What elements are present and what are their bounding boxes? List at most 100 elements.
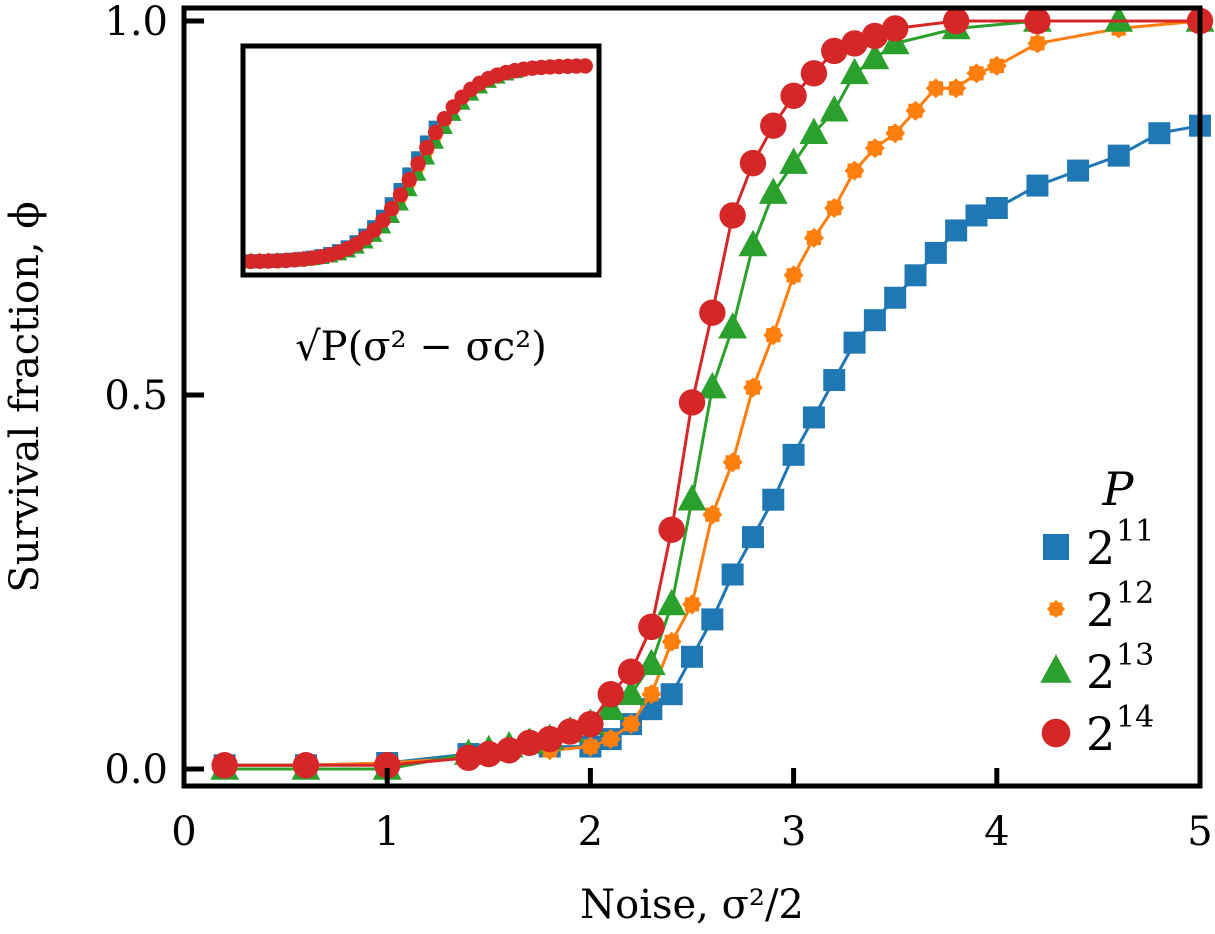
data-point [945, 219, 968, 242]
data-point [760, 112, 787, 139]
data-point [884, 286, 907, 309]
data-point [374, 752, 401, 779]
data-point [799, 117, 829, 144]
data-point [600, 729, 621, 750]
x-tick-label: 4 [984, 809, 1009, 855]
data-point [702, 504, 723, 525]
data-point [743, 377, 763, 398]
data-point [861, 22, 889, 50]
data-point [819, 95, 849, 122]
data-point [925, 78, 946, 99]
data-point [986, 55, 1007, 76]
data-point [905, 100, 926, 121]
data-point [636, 648, 666, 676]
x-axis-label: Noise, σ²/2 [580, 882, 804, 928]
legend-exponent: 14 [1116, 700, 1154, 735]
y-tick-label: 0.0 [104, 747, 168, 793]
y-tick-label: 1.0 [104, 0, 168, 45]
data-point [617, 658, 645, 685]
x-tick-label: 1 [374, 809, 399, 855]
inset-series-2-14 [243, 58, 593, 270]
x-tick-label: 0 [171, 809, 196, 855]
data-point [946, 78, 967, 99]
data-point [864, 138, 885, 159]
data-point [800, 60, 828, 87]
data-point [885, 123, 906, 144]
inset-point [436, 111, 453, 127]
inset-point [375, 212, 391, 229]
data-point [844, 160, 865, 181]
x-tick-label: 2 [578, 809, 603, 855]
legend-base: 2 [1086, 707, 1115, 761]
data-point [495, 737, 523, 764]
data-point [904, 264, 927, 287]
data-point [924, 241, 947, 264]
data-point [1027, 33, 1048, 54]
legend-exponent: 13 [1116, 638, 1154, 673]
data-point [577, 710, 604, 738]
data-point [211, 752, 238, 779]
legend: P2 112 122 132 14 [1040, 462, 1154, 761]
data-point [475, 740, 502, 768]
data-point [661, 631, 682, 652]
data-point [985, 197, 1008, 219]
data-point [682, 594, 702, 615]
inset-point [445, 99, 461, 115]
data-point [699, 299, 726, 326]
inset-point [419, 139, 435, 156]
legend-base: 2 [1086, 521, 1115, 575]
data-point [516, 729, 543, 757]
data-point [678, 389, 706, 416]
data-point [863, 309, 886, 332]
data-point [657, 588, 687, 616]
data-point [738, 229, 768, 257]
data-point [1026, 174, 1049, 197]
data-point [841, 30, 868, 57]
data-point [536, 725, 563, 753]
inset-frame [240, 43, 602, 278]
legend-entry: 2 13 [1040, 638, 1154, 699]
tick-layer: 0 1 2 3 4 50.00.51.0 [104, 0, 1212, 855]
x-tick-label: 5 [1187, 809, 1212, 855]
data-point [843, 331, 866, 354]
data-point [719, 202, 746, 229]
legend-base: 2 [1086, 645, 1115, 699]
data-point [1024, 7, 1051, 35]
data-point [638, 613, 665, 641]
data-point [840, 57, 869, 85]
data-point [681, 645, 703, 668]
legend-marker [1041, 718, 1071, 748]
data-point [556, 718, 584, 745]
data-point [721, 563, 744, 586]
legend-entry: 2 14 [1041, 700, 1154, 761]
data-point [821, 37, 848, 65]
legend-exponent: 11 [1116, 514, 1154, 549]
data-point [621, 714, 641, 735]
data-point [882, 15, 909, 42]
inset-point [366, 222, 382, 238]
legend-entry: 2 11 [1043, 514, 1154, 575]
inset-point [383, 200, 400, 217]
legend-exponent: 12 [1116, 576, 1154, 611]
data-point [779, 147, 808, 174]
data-point [1104, 5, 1134, 32]
data-point [722, 452, 743, 473]
data-point [780, 82, 807, 110]
legend-title: P [1102, 462, 1135, 516]
data-point [739, 149, 767, 177]
data-point [660, 683, 683, 706]
inset-point [392, 187, 409, 203]
data-point [641, 684, 662, 705]
y-tick-label: 0.5 [104, 373, 168, 419]
legend-entry: 2 12 [1047, 576, 1154, 637]
x-tick-label: 3 [781, 809, 806, 855]
data-point [763, 325, 784, 346]
data-point [803, 227, 824, 248]
inset-point [410, 155, 426, 172]
data-point [1148, 122, 1171, 145]
y-axis-label: Survival fraction, ϕ [2, 201, 48, 592]
inset-x-label: √P(σ² − σc²) [295, 324, 547, 370]
data-point [697, 371, 727, 399]
data-point [762, 488, 785, 511]
